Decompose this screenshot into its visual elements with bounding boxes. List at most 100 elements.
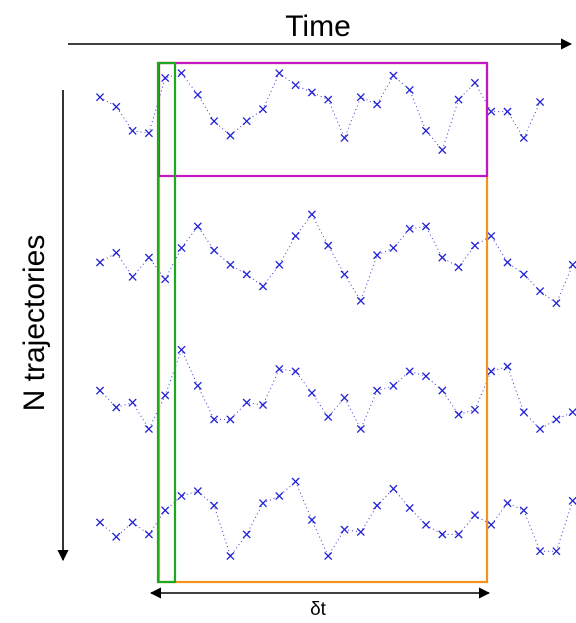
sample-marker — [405, 85, 414, 95]
sample-marker — [193, 90, 202, 99]
sample-marker — [226, 551, 235, 561]
interval-label: δt — [310, 599, 327, 620]
sample-marker — [536, 424, 545, 434]
sample-marker — [421, 520, 431, 529]
sample-marker — [552, 547, 561, 556]
sample-marker — [389, 71, 398, 80]
sample-marker — [438, 530, 447, 539]
sample-marker — [519, 506, 528, 515]
sample-marker — [340, 525, 349, 534]
sample-marker — [112, 403, 121, 412]
sample-marker — [552, 299, 561, 308]
sample-marker — [210, 501, 219, 510]
trajectory-3 — [95, 345, 576, 434]
sample-marker — [552, 415, 561, 424]
sample-marker — [177, 491, 186, 501]
sample-marker — [568, 496, 576, 505]
sample-marker — [144, 530, 153, 539]
sample-marker — [291, 231, 300, 241]
sample-marker — [324, 551, 333, 561]
sample-marker — [275, 260, 284, 269]
orange-interval-box — [157, 61, 489, 584]
trajectory-line — [99, 72, 541, 152]
sample-marker — [536, 97, 545, 107]
sample-marker — [226, 260, 235, 269]
sample-marker — [356, 296, 365, 305]
sample-marker — [356, 527, 365, 537]
sample-marker — [568, 408, 576, 417]
sample-marker — [454, 530, 463, 539]
sample-marker — [405, 367, 414, 376]
sample-marker — [454, 263, 463, 272]
sample-marker — [324, 95, 333, 104]
sample-marker — [307, 88, 316, 97]
sample-marker — [438, 145, 447, 155]
sample-marker — [161, 275, 170, 284]
sample-marker — [503, 107, 512, 116]
sample-marker — [454, 95, 463, 104]
sample-marker — [144, 424, 153, 434]
sample-marker — [340, 133, 349, 143]
sample-marker — [340, 270, 349, 279]
sample-marker — [307, 388, 316, 398]
sample-marker — [258, 499, 268, 508]
sample-marker — [161, 391, 170, 400]
sample-marker — [128, 398, 137, 407]
sample-marker — [373, 100, 382, 109]
green-time-slice-box — [156, 61, 177, 584]
trajectory-4 — [95, 477, 576, 561]
sample-marker — [536, 547, 545, 556]
sample-marker — [210, 415, 219, 424]
sample-marker — [503, 499, 512, 508]
sample-marker — [324, 412, 333, 422]
sample-marker — [226, 415, 235, 424]
sample-marker — [112, 532, 121, 541]
sample-marker — [275, 491, 284, 501]
sample-marker — [519, 270, 528, 279]
sample-marker — [536, 287, 545, 296]
sample-marker — [226, 131, 235, 140]
sample-marker — [421, 372, 431, 381]
sample-marker — [568, 260, 576, 269]
sample-marker — [95, 258, 105, 267]
sample-marker — [193, 487, 202, 496]
sample-marker — [242, 270, 251, 279]
sample-marker — [128, 518, 137, 527]
time-axis-label: Time — [285, 10, 351, 43]
sample-marker — [356, 424, 365, 434]
sample-marker — [210, 117, 219, 126]
sample-marker — [177, 243, 186, 253]
sample-marker — [112, 102, 121, 111]
sample-marker — [503, 362, 512, 371]
trajectory-1 — [95, 69, 545, 155]
sample-marker — [405, 224, 414, 233]
sample-marker — [373, 386, 382, 395]
sample-marker — [454, 410, 463, 419]
trajectories-axis-label: N trajectories — [18, 235, 51, 412]
sample-marker — [112, 248, 121, 257]
trajectory-line — [99, 348, 573, 431]
trajectory-line — [99, 213, 574, 304]
sample-marker — [421, 126, 431, 135]
sample-marker — [487, 231, 496, 241]
sample-marker — [356, 93, 365, 102]
sample-marker — [210, 246, 219, 255]
trajectory-line — [99, 480, 574, 558]
sample-marker — [291, 367, 300, 376]
sample-marker — [275, 364, 284, 374]
sample-marker — [242, 398, 251, 407]
sample-marker — [373, 251, 382, 260]
sample-marker — [128, 272, 137, 281]
sample-marker — [470, 78, 479, 87]
sample-marker — [307, 210, 316, 219]
sample-marker — [470, 241, 479, 250]
sample-marker — [519, 408, 528, 417]
sample-marker — [242, 117, 251, 126]
sample-marker — [324, 241, 333, 250]
sample-marker — [161, 506, 170, 515]
sample-marker — [487, 367, 496, 376]
sample-marker — [470, 405, 479, 414]
trajectory-2 — [95, 210, 576, 308]
sample-marker — [128, 126, 137, 135]
